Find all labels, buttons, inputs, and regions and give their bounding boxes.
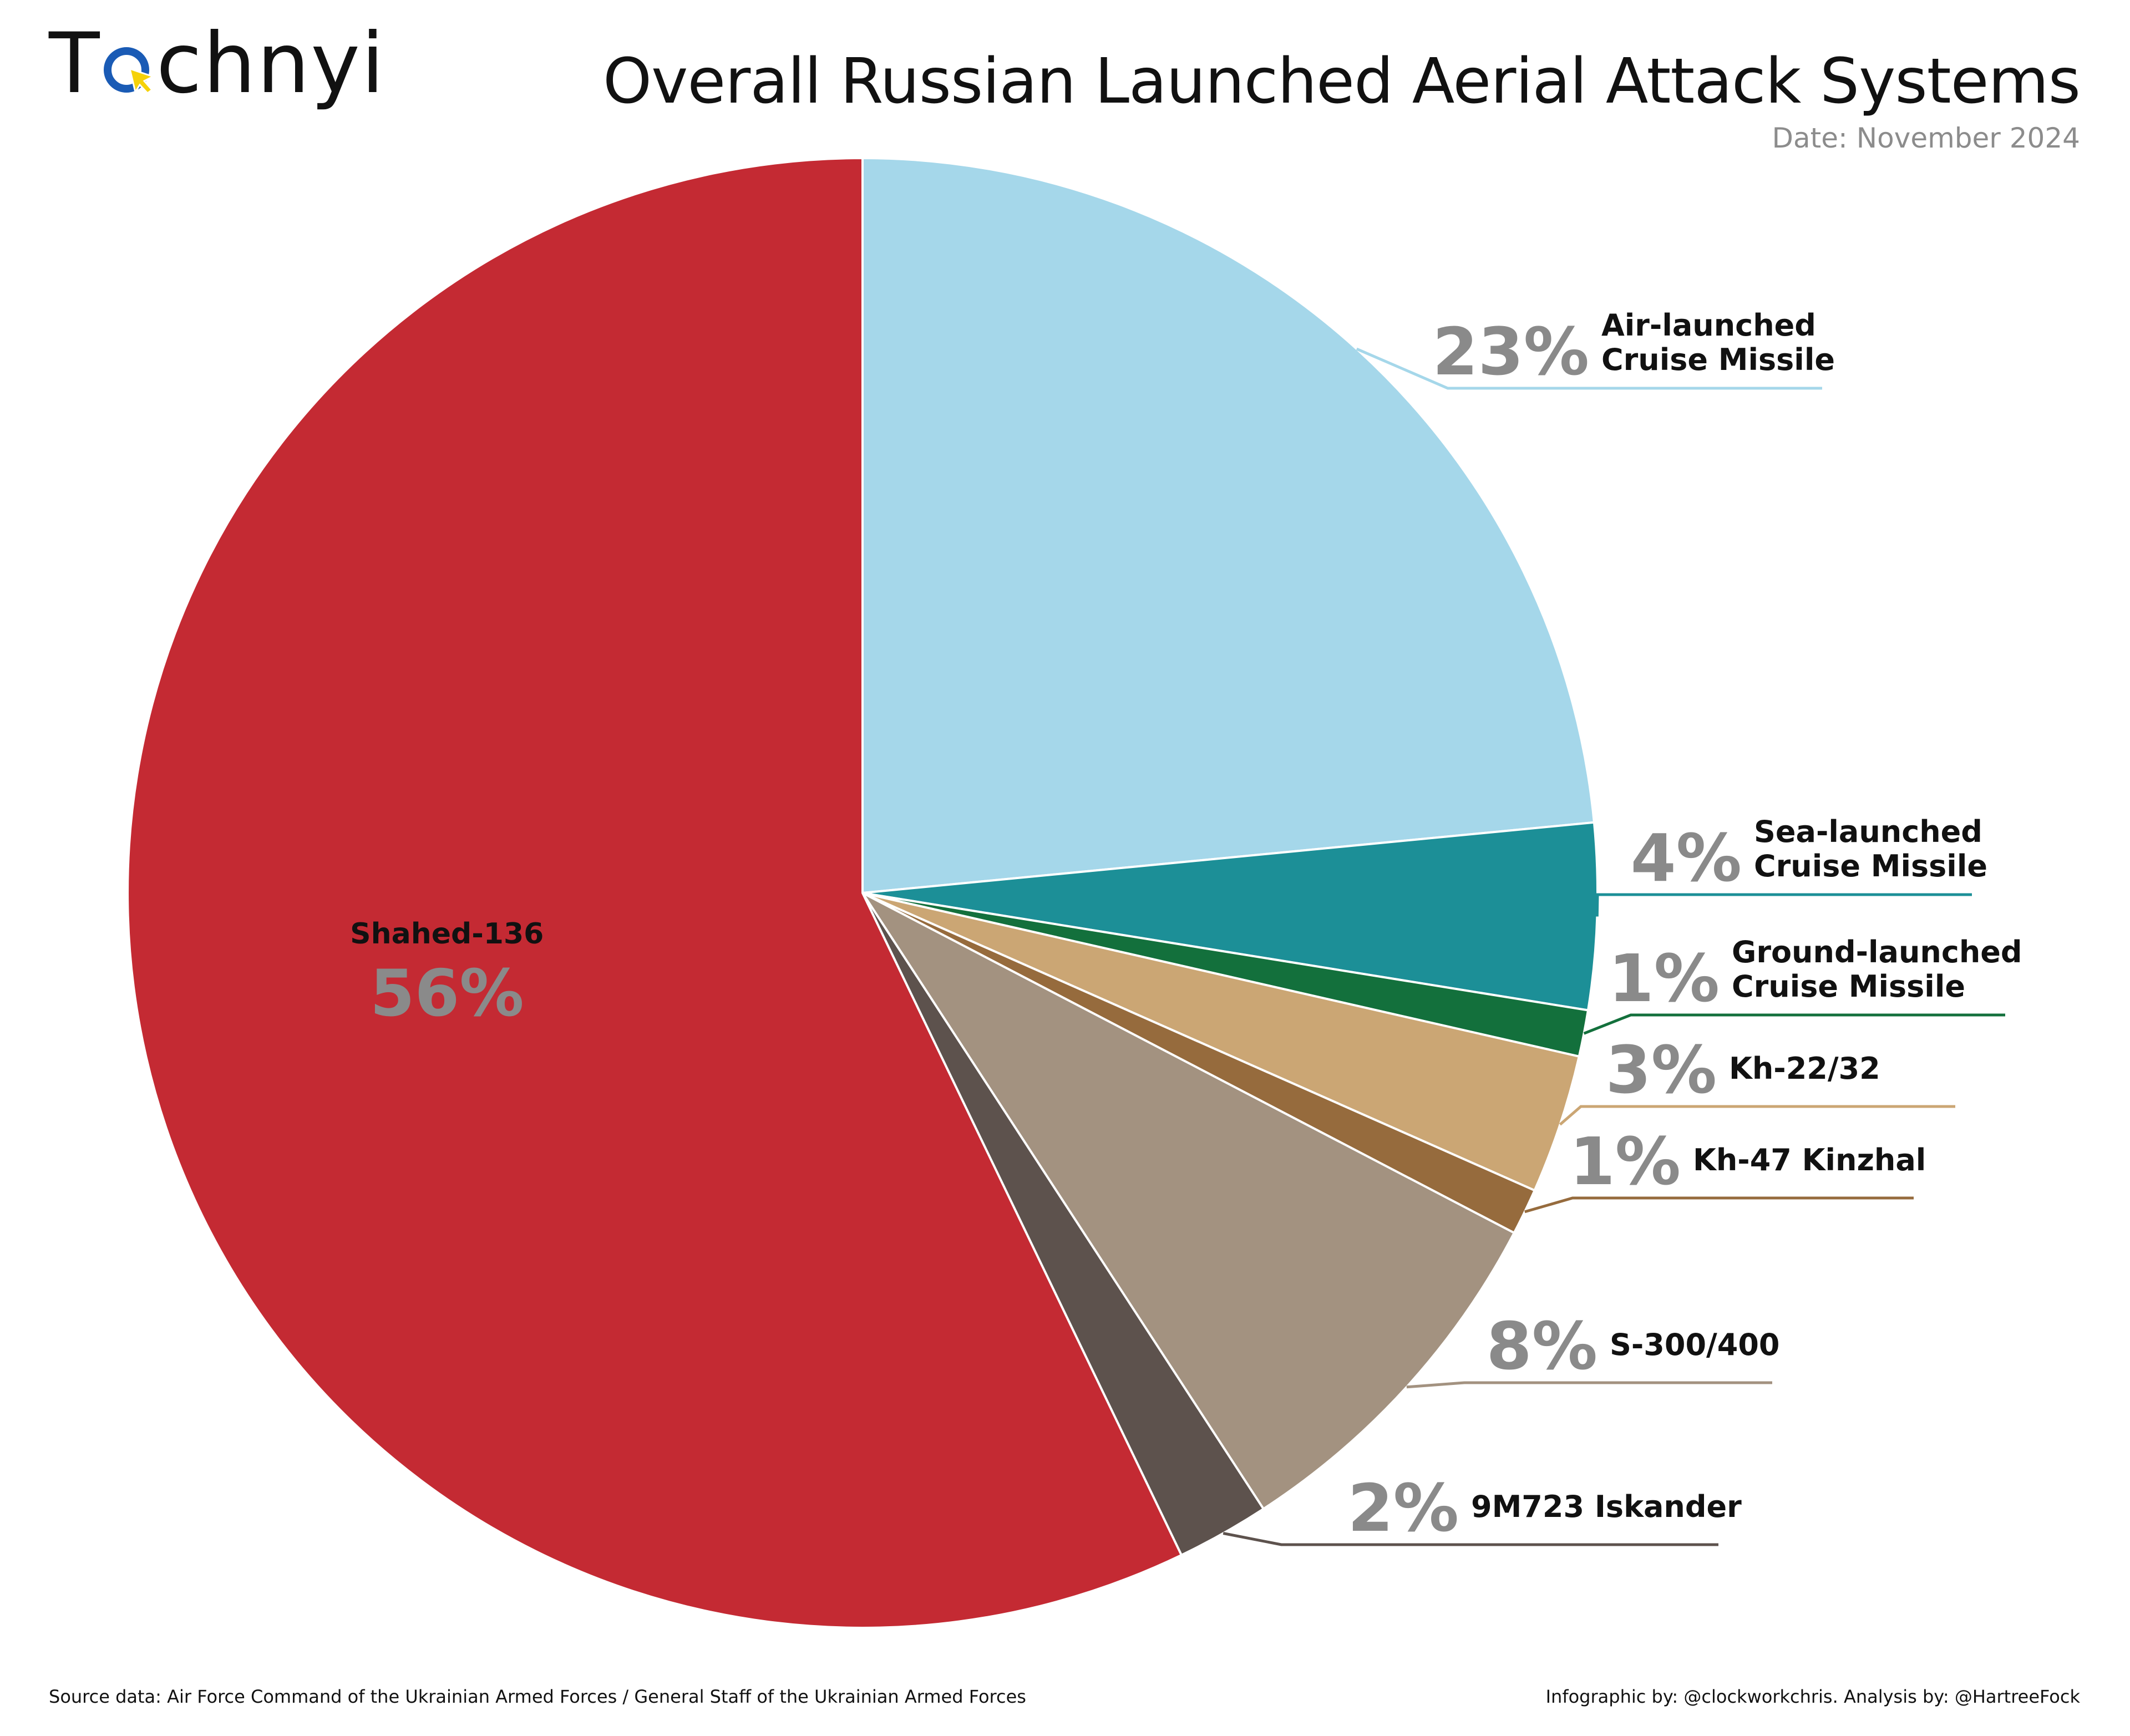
slice-label: Kh-47 Kinzhal	[1693, 1143, 1926, 1177]
leader-line	[1595, 893, 1972, 917]
leader-line	[1356, 347, 1822, 390]
chart-title: Overall Russian Launched Aerial Attack S…	[602, 45, 2081, 118]
slice-label: S-300/400	[1610, 1327, 1779, 1362]
leader-line	[1524, 1196, 1914, 1214]
leader-line	[1223, 1532, 1718, 1546]
credit-note: Infographic by: @clockworkchris. Analysi…	[1545, 1686, 2080, 1707]
slice-percent-label: 56%	[370, 956, 524, 1031]
slice-label: Ground-launched	[1732, 935, 2022, 969]
slice-label: Cruise Missile	[1754, 849, 1987, 884]
slice-percent-label: 1%	[1570, 1123, 1681, 1200]
target-cursor-icon	[102, 24, 155, 95]
slice-label: Cruise Missile	[1732, 969, 1965, 1004]
pie-slice	[861, 156, 1596, 895]
slice-percent-label: 3%	[1606, 1032, 1717, 1108]
chart-date: Date: November 2024	[1772, 122, 2081, 154]
slice-label: Shahed-136	[350, 917, 544, 951]
pie-slice	[126, 156, 1183, 1629]
slice-label: 9M723 Iskander	[1471, 1489, 1742, 1524]
slice-percent-label: 4%	[1631, 820, 1742, 896]
logo-text-end: chnyi	[156, 16, 386, 112]
slice-percent-label: 23%	[1433, 313, 1589, 390]
slice-percent-label: 2%	[1348, 1470, 1459, 1546]
leader-line	[1406, 1381, 1772, 1389]
pie-slice	[859, 890, 1516, 1511]
leader-line	[1559, 1105, 1955, 1126]
source-note: Source data: Air Force Command of the Uk…	[49, 1686, 1026, 1707]
slice-label: Kh-22/32	[1729, 1051, 1880, 1086]
logo-text-start: T	[49, 16, 101, 112]
slice-label: Air-launched	[1601, 308, 1816, 343]
leader-line	[1583, 1013, 2005, 1035]
slice-percent-label: 8%	[1487, 1308, 1598, 1384]
slice-label: Cruise Missile	[1601, 342, 1835, 377]
slice-percent-label: 1%	[1609, 940, 1720, 1017]
pie-slice	[862, 892, 1581, 1192]
slice-label: Sea-launched	[1754, 814, 1982, 849]
